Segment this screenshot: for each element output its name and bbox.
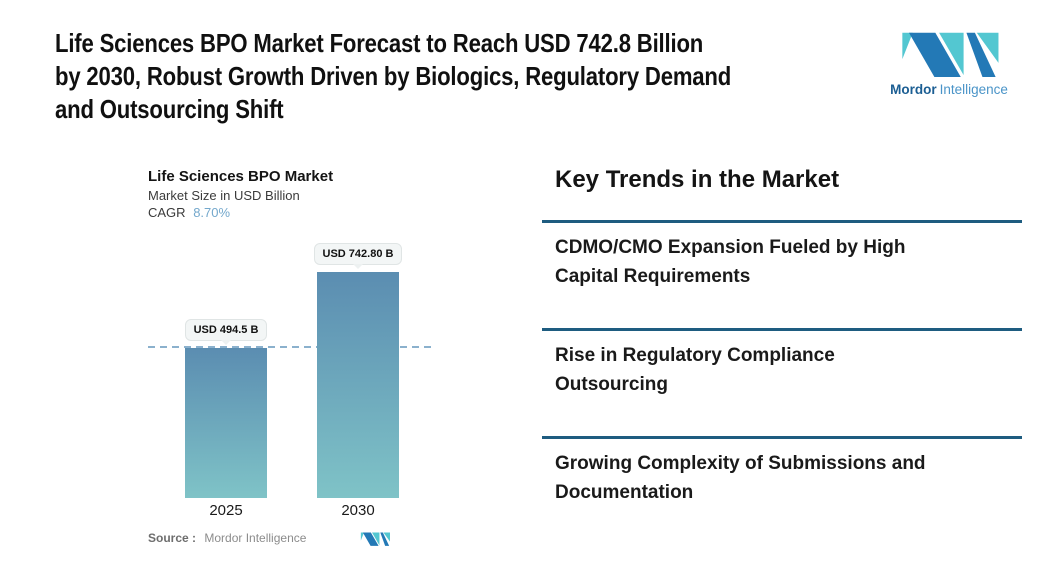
value-label-2030: USD 742.80 B bbox=[322, 248, 394, 260]
mordor-intelligence-logo-icon bbox=[360, 532, 390, 546]
source-text: Source : Mordor Intelligence bbox=[148, 529, 306, 547]
page-title-line-3: and Outsourcing Shift bbox=[55, 94, 284, 124]
trend-item-text: CDMO/CMO Expansion Fueled by High bbox=[555, 237, 906, 258]
callout-pointer-icon bbox=[353, 264, 363, 269]
brand-name: Mordor Intelligence bbox=[890, 82, 1008, 97]
value-label-2025: USD 494.5 B bbox=[193, 324, 259, 336]
cagr-value: 8.70% bbox=[193, 205, 231, 220]
chart-subtitle: Market Size in USD Billion bbox=[148, 188, 300, 203]
bar-group-2025: USD 494.5 B 2025 bbox=[184, 319, 268, 520]
trend-item: CDMO/CMO Expansion Fueled by High Capita… bbox=[542, 220, 1022, 328]
mordor-intelligence-logo-icon bbox=[902, 32, 999, 77]
trend-list: CDMO/CMO Expansion Fueled by High Capita… bbox=[542, 220, 1022, 544]
axis-label-2025: 2025 bbox=[209, 502, 243, 519]
source-row: Source : Mordor Intelligence bbox=[148, 529, 436, 547]
callout-pointer-icon bbox=[221, 340, 231, 345]
trend-item: Growing Complexity of Submissions and Do… bbox=[542, 436, 1022, 544]
brand-logo: Mordor Intelligence bbox=[890, 28, 1008, 97]
trend-item-text: Outsourcing bbox=[555, 374, 668, 395]
brand-name-secondary: Intelligence bbox=[939, 82, 1008, 97]
bars-row: USD 494.5 B 2025 USD 742.80 B 2030 bbox=[148, 242, 436, 520]
bar-2025 bbox=[185, 348, 267, 498]
bar-plot: USD 494.5 B 2025 USD 742.80 B 2030 bbox=[148, 242, 436, 520]
trend-item-text: Documentation bbox=[555, 482, 694, 503]
key-trends-heading: Key Trends in the Market bbox=[555, 166, 840, 193]
axis-label-2030: 2030 bbox=[341, 502, 375, 519]
trend-item-text: Rise in Regulatory Compliance bbox=[555, 345, 835, 366]
bar-group-2030: USD 742.80 B 2030 bbox=[313, 243, 403, 520]
trend-item-text: Capital Requirements bbox=[555, 266, 751, 287]
source-label: Source : bbox=[148, 531, 197, 545]
page-title-line-1: Life Sciences BPO Market Forecast to Rea… bbox=[55, 28, 704, 58]
trend-item: Rise in Regulatory Compliance Outsourcin… bbox=[542, 328, 1022, 436]
bar-2030 bbox=[317, 272, 399, 498]
chart-cagr: CAGR 8.70% bbox=[148, 204, 436, 221]
reference-dashed-line bbox=[148, 346, 436, 348]
trend-item-text: Growing Complexity of Submissions and bbox=[555, 453, 926, 474]
page-title: Life Sciences BPO Market Forecast to Rea… bbox=[55, 27, 850, 126]
brand-name-primary: Mordor bbox=[890, 82, 937, 97]
cagr-label: CAGR bbox=[148, 205, 186, 220]
page-title-line-2: by 2030, Robust Growth Driven by Biologi… bbox=[55, 61, 732, 91]
chart-title: Life Sciences BPO Market bbox=[148, 168, 334, 185]
value-callout-2025: USD 494.5 B bbox=[184, 319, 268, 345]
key-trends-panel: Key Trends in the Market CDMO/CMO Expans… bbox=[542, 165, 1022, 544]
source-value: Mordor Intelligence bbox=[204, 531, 307, 545]
market-size-chart: Life Sciences BPO Market Market Size in … bbox=[148, 167, 436, 547]
value-callout-2030: USD 742.80 B bbox=[313, 243, 403, 269]
